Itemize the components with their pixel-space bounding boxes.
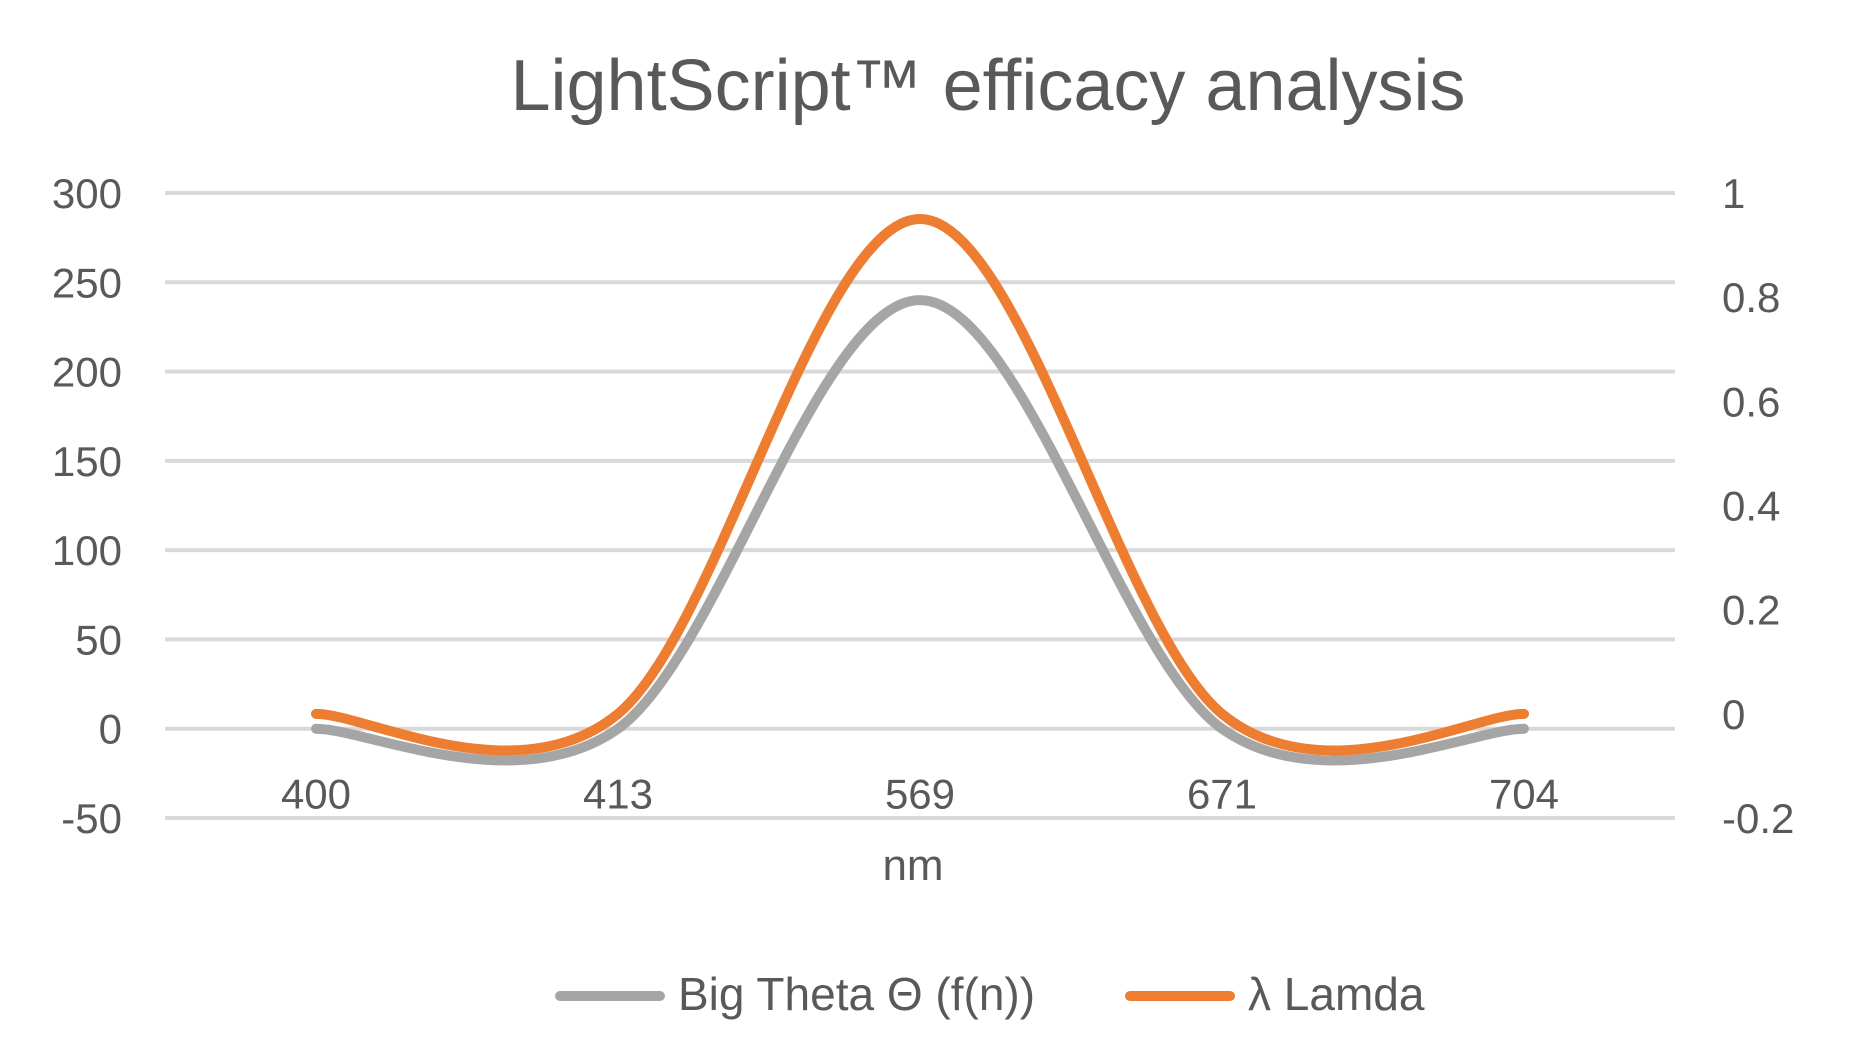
- right-tick-label: 1: [1722, 170, 1745, 217]
- right-tick-label: 0.6: [1722, 378, 1780, 425]
- right-tick-label: -0.2: [1722, 795, 1794, 842]
- x-tick-label: 413: [583, 771, 653, 818]
- x-tick-label: 400: [281, 771, 351, 818]
- x-axis-tick-labels: 400 413 569 671 704: [281, 771, 1559, 818]
- right-axis-tick-labels: -0.2 0 0.2 0.4 0.6 0.8 1: [1722, 170, 1794, 842]
- legend-label: λ Lamda: [1248, 968, 1425, 1020]
- left-axis-tick-labels: -50 0 50 100 150 200 250 300: [52, 170, 122, 842]
- left-tick-label: 250: [52, 259, 122, 306]
- right-tick-label: 0: [1722, 691, 1745, 738]
- x-tick-label: 569: [885, 771, 955, 818]
- left-tick-label: -50: [61, 795, 122, 842]
- left-tick-label: 300: [52, 170, 122, 217]
- right-tick-label: 0.8: [1722, 274, 1780, 321]
- x-axis-title: nm: [882, 841, 943, 890]
- right-tick-label: 0.4: [1722, 483, 1780, 530]
- series-line-2: [311, 214, 1529, 756]
- left-tick-label: 100: [52, 527, 122, 574]
- gridlines: [165, 191, 1675, 820]
- legend: Big Theta Θ (f(n)) λ Lamda: [555, 968, 1425, 1020]
- legend-label: Big Theta Θ (f(n)): [678, 968, 1035, 1020]
- left-tick-label: 50: [75, 616, 122, 663]
- x-tick-label: 671: [1187, 771, 1257, 818]
- left-tick-label: 200: [52, 349, 122, 396]
- x-tick-label: 704: [1489, 771, 1559, 818]
- left-tick-label: 150: [52, 438, 122, 485]
- chart-title: LightScript™ efficacy analysis: [510, 46, 1465, 126]
- series-lines: [311, 214, 1529, 766]
- series-line-1: [311, 295, 1529, 766]
- left-tick-label: 0: [99, 706, 122, 753]
- right-tick-label: 0.2: [1722, 587, 1780, 634]
